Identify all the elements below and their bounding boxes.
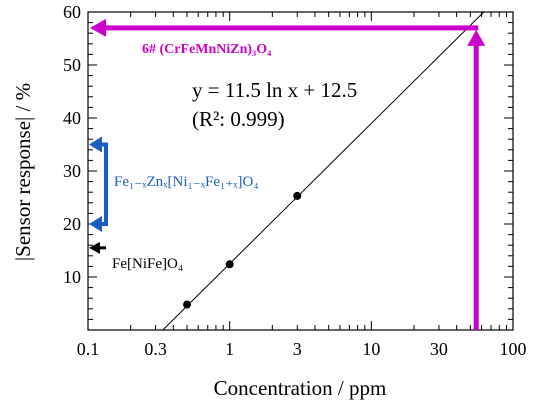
y-tick-label: 10 [63, 267, 81, 287]
blue-annotation [89, 136, 108, 232]
x-tick-labels: 0.1 0.3 1 3 10 30 100 [77, 339, 527, 359]
data-point [293, 191, 302, 200]
black-annotation-label: Fe[NiFe]O₄ [112, 256, 183, 272]
x-tick-label: 10 [362, 339, 380, 359]
data-point [225, 260, 234, 269]
y-tick-labels: 10 20 30 40 50 60 [63, 2, 81, 287]
magenta-left-arrowhead [90, 18, 106, 37]
magenta-up-arrowhead [467, 29, 486, 46]
y-tick-label: 40 [63, 108, 81, 128]
blue-bottom-arrowhead [89, 216, 102, 232]
x-tick-label: 1 [225, 339, 234, 359]
x-tick-label: 0.1 [77, 339, 100, 359]
axis-ticks [88, 12, 513, 330]
y-tick-label: 60 [63, 2, 81, 22]
blue-bracket [100, 142, 108, 226]
plot-area [87, 11, 514, 331]
x-tick-label: 0.3 [144, 339, 167, 359]
blue-top-arrowhead [89, 136, 102, 153]
fit-r2: (R²: 0.999) [192, 107, 285, 131]
data-point [183, 300, 192, 309]
black-annotation [89, 241, 106, 254]
x-tick-label: 30 [430, 339, 448, 359]
y-axis-title: |Sensor response| / % [11, 83, 35, 261]
magenta-annotation [90, 18, 486, 330]
y-tick-label: 20 [63, 214, 81, 234]
data-points [183, 191, 302, 309]
magenta-annotation-label: 6# (CrFeMnNiZn)₃O₄ [142, 42, 272, 57]
fit-equation: y = 11.5 ln x + 12.5 [192, 78, 357, 102]
blue-annotation-label: Fe₁₋ₓZnₓ[Ni₁₋ₓFe₁₊ₓ]O₄ [114, 174, 259, 190]
fit-line [162, 12, 485, 330]
x-tick-label: 100 [500, 339, 527, 359]
x-axis-title: Concentration / ppm [214, 376, 387, 400]
y-tick-label: 50 [63, 55, 81, 75]
x-tick-label: 3 [293, 339, 302, 359]
black-arrowhead [89, 241, 100, 254]
y-tick-label: 30 [63, 161, 81, 181]
